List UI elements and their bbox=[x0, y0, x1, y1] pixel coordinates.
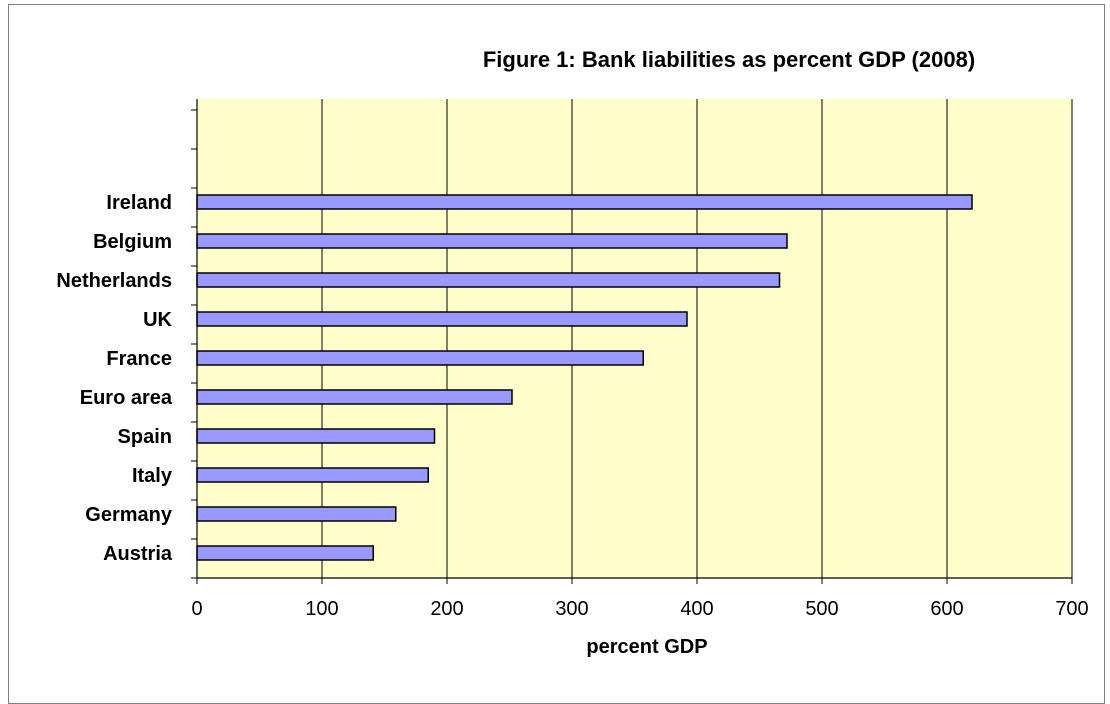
bars bbox=[196, 194, 973, 561]
category-label: Italy bbox=[132, 465, 173, 487]
plot-area bbox=[197, 99, 1072, 578]
bar-belgium bbox=[196, 233, 788, 249]
x-axis-title: percent GDP bbox=[586, 636, 707, 658]
bar-euro-area bbox=[196, 389, 513, 405]
x-tick-label: 500 bbox=[805, 598, 838, 620]
bar-germany bbox=[196, 506, 397, 522]
chart-title: Figure 1: Bank liabilities as percent GD… bbox=[483, 47, 975, 72]
bar-france bbox=[196, 350, 644, 366]
x-tick-label: 600 bbox=[930, 598, 963, 620]
category-label: Netherlands bbox=[56, 270, 172, 292]
category-label: France bbox=[106, 348, 172, 370]
category-labels: Ireland Belgium Netherlands UK France Euro ar… bbox=[56, 192, 172, 565]
x-tick-label: 300 bbox=[555, 598, 588, 620]
category-label: Euro area bbox=[80, 387, 173, 409]
x-tick-label: 700 bbox=[1055, 598, 1088, 620]
x-tick-label: 400 bbox=[680, 598, 713, 620]
bar-austria bbox=[196, 545, 374, 561]
x-tick-label: 0 bbox=[191, 598, 202, 620]
bar-uk bbox=[196, 311, 688, 327]
chart-frame: Figure 1: Bank liabilities as percent GD… bbox=[8, 4, 1105, 704]
bar-spain bbox=[196, 428, 436, 444]
bar-italy bbox=[196, 467, 429, 483]
gridlines bbox=[321, 99, 1073, 578]
category-label: Germany bbox=[85, 504, 173, 526]
chart: Figure 1: Bank liabilities as percent GD… bbox=[56, 47, 1088, 658]
category-label: UK bbox=[143, 309, 172, 331]
x-tick-label: 200 bbox=[430, 598, 463, 620]
bar-netherlands bbox=[196, 272, 781, 288]
category-label: Ireland bbox=[106, 192, 172, 214]
axes bbox=[191, 99, 1073, 584]
bar-ireland bbox=[196, 194, 973, 210]
category-label: Austria bbox=[103, 543, 173, 565]
x-tick-labels: 0 100 200 300 400 500 600 700 bbox=[191, 598, 1088, 620]
x-tick-label: 100 bbox=[305, 598, 338, 620]
category-label: Belgium bbox=[93, 231, 172, 253]
category-label: Spain bbox=[118, 426, 172, 448]
